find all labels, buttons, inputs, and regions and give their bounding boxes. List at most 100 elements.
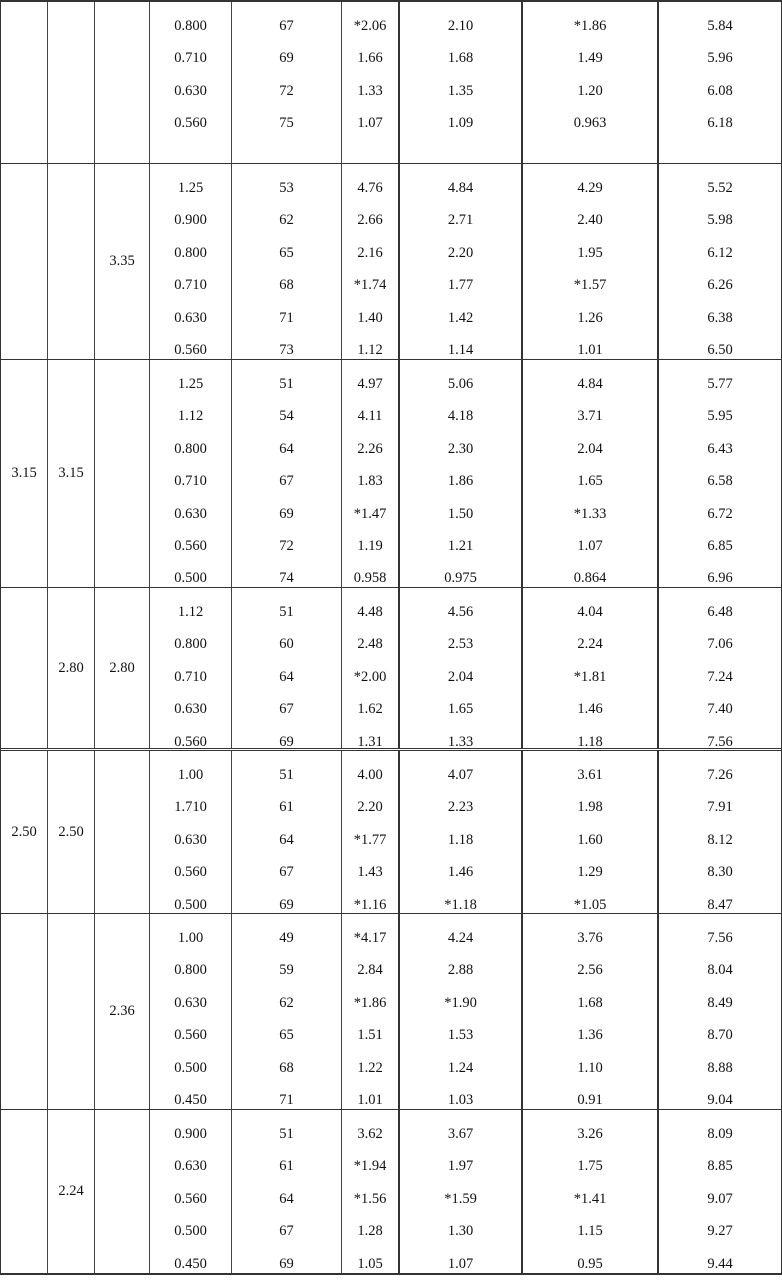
table-cell: 0.900 — [174, 1126, 207, 1142]
table-cell: *1.33 — [573, 505, 607, 522]
table-cell: 2.84 — [357, 962, 383, 979]
value-column: 5.84 5.96 6.08 6.18 — [659, 2, 781, 163]
table-cell: 61 — [279, 799, 294, 816]
table-cell: *1.18 — [444, 896, 477, 913]
table-cell: 9.44 — [707, 1255, 733, 1272]
table-cell: 51 — [279, 604, 294, 620]
table-cell: 51 — [279, 767, 294, 783]
table-cell: 0.560 — [174, 733, 207, 750]
table-cell: 71 — [279, 309, 294, 326]
table-cell: 8.47 — [707, 896, 733, 913]
table-cell: 5.96 — [707, 50, 733, 67]
table-cell: *1.05 — [573, 896, 607, 913]
table-row-group: 2.36 1.00 0.800 0.630 0.560 0.500 0.450 49 59 62 6… — [1, 914, 781, 1110]
group-label-col2 — [48, 164, 95, 359]
table-cell: 0.900 — [174, 212, 207, 229]
table-cell: 0.95 — [577, 1255, 603, 1272]
table-cell: 7.56 — [707, 733, 733, 750]
table-cell: 1.95 — [577, 244, 603, 261]
table-cell: 0.630 — [174, 82, 207, 99]
table-cell: 8.12 — [707, 831, 733, 848]
table-cell: 1.15 — [577, 1223, 603, 1240]
value-column: 4.07 2.23 1.18 1.46 *1.18 — [400, 751, 523, 913]
value-column: 3.62 *1.94 *1.56 1.28 1.05 — [342, 1110, 400, 1273]
table-cell: 0.630 — [174, 1158, 207, 1175]
table-cell: 1.36 — [577, 1027, 603, 1044]
table-cell: 5.84 — [707, 18, 733, 34]
value-column: 5.52 5.98 6.12 6.26 6.38 6.50 — [659, 164, 781, 359]
table-cell: 1.33 — [447, 733, 474, 750]
group-label-col1 — [1, 914, 48, 1109]
table-cell: 4.48 — [357, 604, 383, 620]
table-cell: 0.630 — [174, 701, 207, 718]
table-cell: 2.88 — [447, 962, 474, 979]
table-cell: 0.864 — [573, 570, 607, 587]
table-cell: 1.83 — [357, 473, 383, 490]
table-cell: 1.01 — [577, 341, 603, 358]
table-cell: 61 — [279, 1158, 294, 1175]
table-cell: 0.560 — [174, 1027, 207, 1044]
table-cell: 1.60 — [577, 831, 603, 848]
value-column: 4.84 3.71 2.04 1.65 *1.33 1.07 0.864 — [523, 360, 659, 587]
group-label-col3 — [95, 360, 150, 587]
table-cell: 6.58 — [707, 473, 733, 490]
table-cell: 75 — [279, 115, 294, 132]
group-label-col2 — [48, 2, 95, 163]
table-cell: *1.59 — [444, 1190, 477, 1207]
table-cell: 1.46 — [577, 701, 603, 718]
table-cell: 8.49 — [707, 994, 733, 1011]
table-cell: 7.40 — [707, 701, 733, 718]
table-cell: 1.42 — [447, 309, 474, 326]
table-cell: 2.04 — [577, 440, 603, 457]
table-cell: 7.06 — [707, 636, 733, 653]
table-cell: 4.29 — [577, 180, 603, 196]
table-cell: 1.12 — [357, 341, 383, 358]
value-column: 5.77 5.95 6.43 6.58 6.72 6.85 6.96 — [659, 360, 781, 587]
table-cell: 1.46 — [447, 864, 474, 881]
table-cell: 1.25 — [177, 376, 204, 392]
table-cell: 3.76 — [577, 930, 603, 946]
table-cell: 69 — [279, 1255, 294, 1272]
table-cell: 8.30 — [707, 864, 733, 881]
table-cell: *4.17 — [353, 930, 387, 946]
table-cell: 6.08 — [707, 82, 733, 99]
table-cell: 72 — [279, 82, 294, 99]
table-cell: 67 — [279, 864, 294, 881]
table-cell: 1.65 — [447, 701, 474, 718]
table-cell: 0.630 — [174, 309, 207, 326]
table-cell: 69 — [279, 733, 294, 750]
table-cell: 49 — [279, 930, 294, 946]
table-cell: 6.96 — [707, 570, 733, 587]
table-row-group: 2.24 0.900 0.630 0.560 0.500 0.450 51 61 64 67 69 3… — [1, 1110, 781, 1274]
table-cell: 8.88 — [707, 1059, 733, 1076]
table-cell: 60 — [279, 636, 294, 653]
group-label-col2: 2.24 — [48, 1110, 95, 1273]
table-cell: 2.66 — [357, 212, 383, 229]
group-label-col3: 2.80 — [95, 588, 150, 748]
table-cell: 1.05 — [357, 1255, 383, 1272]
table-cell: *1.77 — [353, 831, 387, 848]
table-cell: 0.560 — [174, 341, 207, 358]
value-column: 3.67 1.97 *1.59 1.30 1.07 — [400, 1110, 523, 1273]
table-cell: 9.27 — [707, 1223, 733, 1240]
table-cell: 65 — [279, 1027, 294, 1044]
value-column: 51 60 64 67 69 — [232, 588, 342, 750]
value-column: 1.25 1.12 0.800 0.710 0.630 0.560 0.500 — [150, 360, 232, 587]
value-column: 51 54 64 67 69 72 74 — [232, 360, 342, 587]
table-cell: 8.09 — [707, 1126, 733, 1142]
table-cell: 0.91 — [577, 1091, 603, 1108]
table-cell: 2.24 — [577, 636, 603, 653]
value-column: 4.24 2.88 *1.90 1.53 1.24 1.03 — [400, 914, 523, 1109]
value-column: 51 61 64 67 69 — [232, 1110, 342, 1273]
table-cell: 0.560 — [174, 1190, 207, 1207]
table-cell: *1.56 — [353, 1190, 387, 1207]
table-cell: 4.18 — [447, 408, 474, 425]
table-cell: 0.963 — [573, 115, 607, 132]
group-label-col2: 2.80 — [48, 588, 95, 748]
value-column: 4.48 2.48 *2.00 1.62 1.31 — [342, 588, 400, 750]
value-column: 0.900 0.630 0.560 0.500 0.450 — [150, 1110, 232, 1273]
table-cell: 54 — [279, 408, 294, 425]
table-cell: *1.86 — [353, 994, 387, 1011]
table-cell: 6.48 — [707, 604, 733, 620]
